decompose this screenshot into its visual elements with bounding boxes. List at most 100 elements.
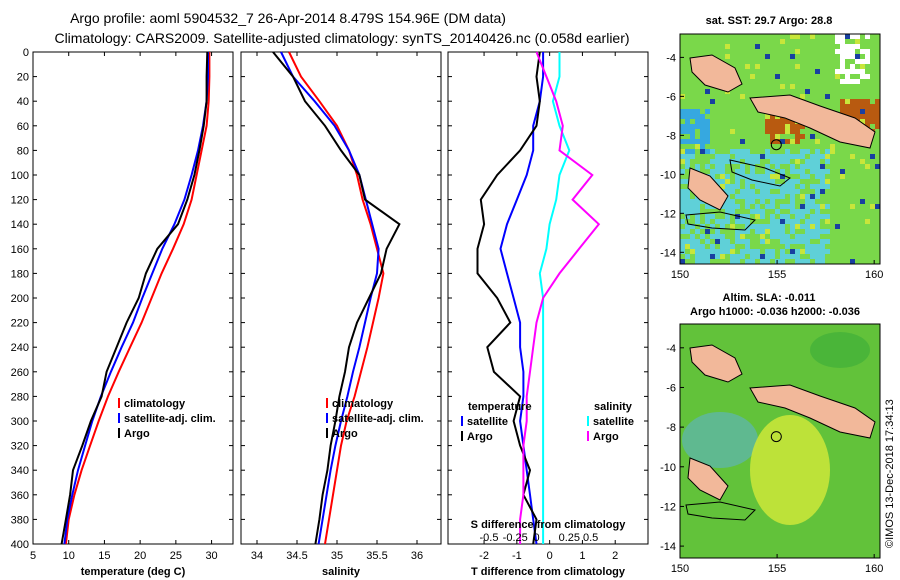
sst-cell <box>815 229 820 234</box>
sst-cell <box>700 249 705 254</box>
sst-cell <box>800 194 805 199</box>
sst-cell <box>805 204 810 209</box>
sst-cell <box>770 194 775 199</box>
sst-cell <box>685 214 690 219</box>
sst-cell <box>765 184 770 189</box>
sst-cell <box>840 79 845 84</box>
legend-title: salinity <box>594 401 633 413</box>
sst-cell <box>720 179 725 184</box>
sst-cell <box>810 254 815 259</box>
sst-cell <box>695 114 700 119</box>
sst-cell <box>765 249 770 254</box>
sst-cell <box>755 214 760 219</box>
sst-cell <box>805 194 810 199</box>
sst-cell <box>730 189 735 194</box>
sst-cell <box>790 219 795 224</box>
sst-cell <box>755 209 760 214</box>
profile-panel-2: 34 34.5 35 35.5 36 salinity climatology satelli… <box>240 51 442 578</box>
sst-cell <box>770 214 775 219</box>
y-tick-label: 60 <box>17 121 29 133</box>
sst-cell <box>875 164 880 169</box>
sst-cell <box>705 134 710 139</box>
sst-cell <box>725 159 730 164</box>
sla-map-land <box>689 344 743 383</box>
figure-title-line1: Argo profile: aoml 5904532_7 26-Apr-2014… <box>70 10 506 26</box>
sst-cell <box>785 149 790 154</box>
sst-cell <box>725 44 730 49</box>
sst-cell <box>680 219 685 224</box>
sst-cell <box>790 189 795 194</box>
sst-cell <box>685 139 690 144</box>
y-tick-label: 260 <box>11 367 29 379</box>
sst-cell <box>795 239 800 244</box>
sst-cell <box>680 154 685 159</box>
sst-cell <box>745 199 750 204</box>
sla-map: 150 155 160 -4 -6 -8 -10 -12 -14 <box>660 323 883 575</box>
y-tick-label: 20 <box>17 72 29 84</box>
sst-cell <box>690 209 695 214</box>
sst-cell <box>865 99 870 104</box>
sst-cell <box>705 129 710 134</box>
sst-cell <box>730 259 735 264</box>
sst-cell <box>715 219 720 224</box>
profile-panel-1: 0 20 40 60 80 100 120 140 160 180 200 220 240 260 280 3… <box>11 47 234 578</box>
sst-cell <box>750 154 755 159</box>
sst-cell <box>835 34 840 39</box>
legend-label: Argo <box>593 431 619 443</box>
sst-cell <box>800 239 805 244</box>
sst-cell <box>820 189 825 194</box>
sst-cell <box>785 184 790 189</box>
sst-cell <box>725 209 730 214</box>
map-y-tick-label: -12 <box>660 501 676 513</box>
sst-cell <box>830 149 835 154</box>
sst-cell <box>735 254 740 259</box>
sst-cell <box>870 204 875 209</box>
sst-cell <box>825 94 830 99</box>
sla-map-land <box>749 384 876 439</box>
sst-cell <box>795 129 800 134</box>
sst-cell <box>805 149 810 154</box>
sst-cell <box>875 119 880 124</box>
sst-cell <box>695 209 700 214</box>
sst-cell <box>730 149 735 154</box>
sst-cell <box>855 109 860 114</box>
sst-cell <box>815 154 820 159</box>
sst-cell <box>785 179 790 184</box>
sst-cell <box>815 69 820 74</box>
sst-cell <box>815 139 820 144</box>
sst-cell <box>730 199 735 204</box>
sst-cell <box>845 49 850 54</box>
sst-cell <box>720 154 725 159</box>
sst-cell <box>750 164 755 169</box>
sst-cell <box>855 79 860 84</box>
sst-cell <box>740 189 745 194</box>
sst-cell <box>850 34 855 39</box>
sst-cell <box>850 99 855 104</box>
sst-cell <box>785 124 790 129</box>
sst-cell <box>800 169 805 174</box>
sst-cell <box>680 189 685 194</box>
sst-cell <box>825 179 830 184</box>
sst-cell <box>720 239 725 244</box>
sst-cell <box>810 229 815 234</box>
sst-cell <box>795 154 800 159</box>
sst-cell <box>780 159 785 164</box>
sst-cell <box>760 199 765 204</box>
sst-cell <box>860 104 865 109</box>
sst-cell <box>855 59 860 64</box>
sst-cell <box>705 109 710 114</box>
sla-map-coastline <box>685 501 756 521</box>
sst-cell <box>775 164 780 169</box>
sst-cell <box>725 204 730 209</box>
sst-cell <box>800 124 805 129</box>
legend-label: Argo <box>332 428 358 440</box>
sst-cell <box>765 54 770 59</box>
sla-map-subtitle: Argo h1000: -0.036 h2000: -0.036 <box>690 306 860 318</box>
sst-cell <box>820 249 825 254</box>
series-line <box>519 51 601 544</box>
map-y-tick-label: -6 <box>666 91 676 103</box>
sst-cell <box>785 159 790 164</box>
sst-cell <box>685 159 690 164</box>
sst-cell <box>690 239 695 244</box>
